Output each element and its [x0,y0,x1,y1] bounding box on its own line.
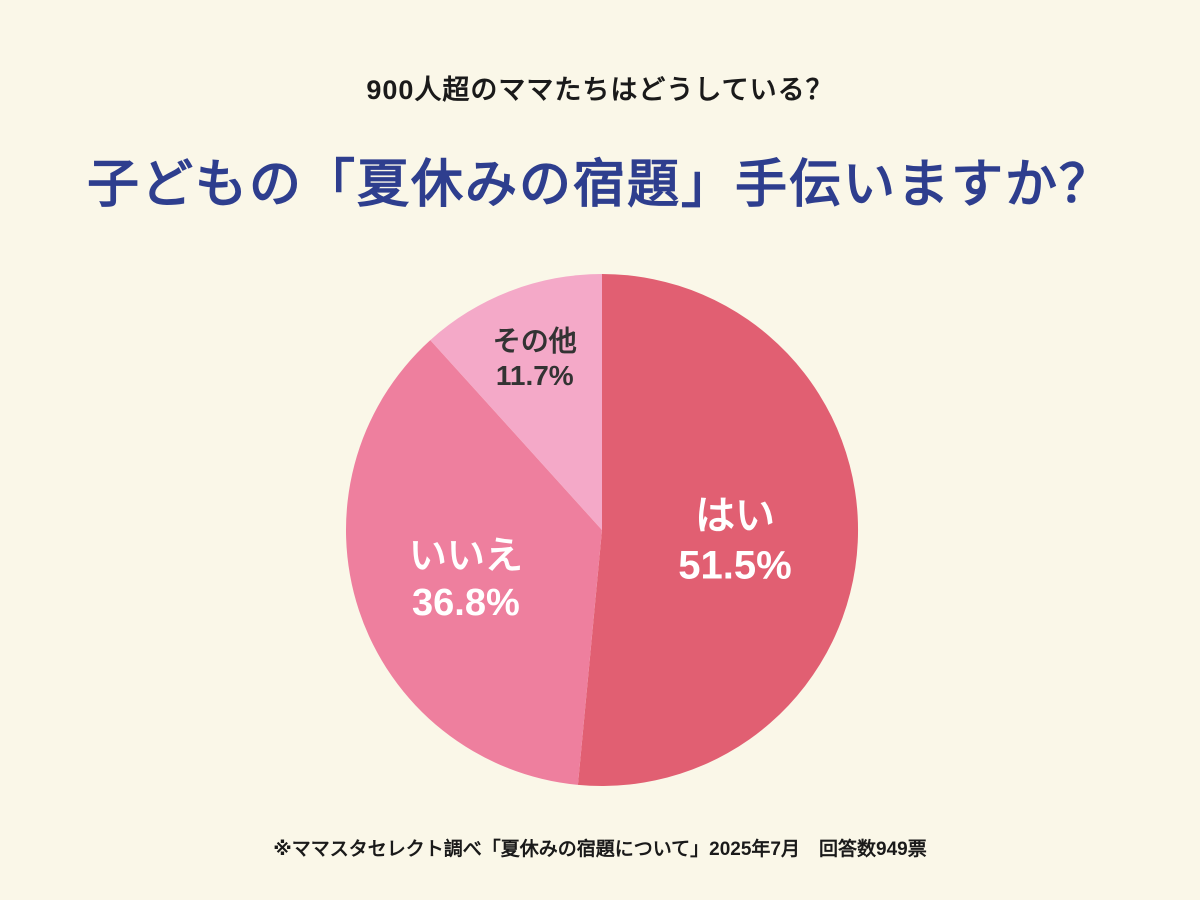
pie-slice-1 [345,340,602,785]
subtitle: 900人超のママたちはどうしている？ [366,75,834,105]
pie-slice-label-0: はい 51.5% [678,494,791,587]
pie-slice-label-1: いいえ 36.8% [409,535,523,624]
footnote: ※ママスタセレクト調べ「夏休みの宿題について」2025年7月 回答数949票 [273,839,927,860]
pie-slice-0 [577,274,859,786]
page-title: 子どもの「夏休みの宿題」手伝いますか？ [86,156,1113,214]
pie-chart: はい 51.5% いいえ 36.8% その他 11.7% [345,274,859,786]
pie-slice-label-2: その他 11.7% [493,326,577,391]
pie-slice-2 [430,274,602,530]
pie-chart-container: はい 51.5% いいえ 36.8% その他 11.7% [340,268,864,792]
